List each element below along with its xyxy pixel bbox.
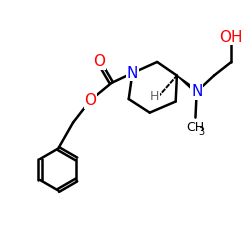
Text: N: N xyxy=(127,66,138,80)
Text: CH: CH xyxy=(186,121,204,134)
Text: O: O xyxy=(84,93,96,108)
Text: O: O xyxy=(93,54,105,70)
Text: H: H xyxy=(150,90,159,103)
Text: N: N xyxy=(191,84,202,99)
Text: 3: 3 xyxy=(198,127,204,137)
Text: OH: OH xyxy=(220,30,243,45)
Polygon shape xyxy=(177,76,198,93)
